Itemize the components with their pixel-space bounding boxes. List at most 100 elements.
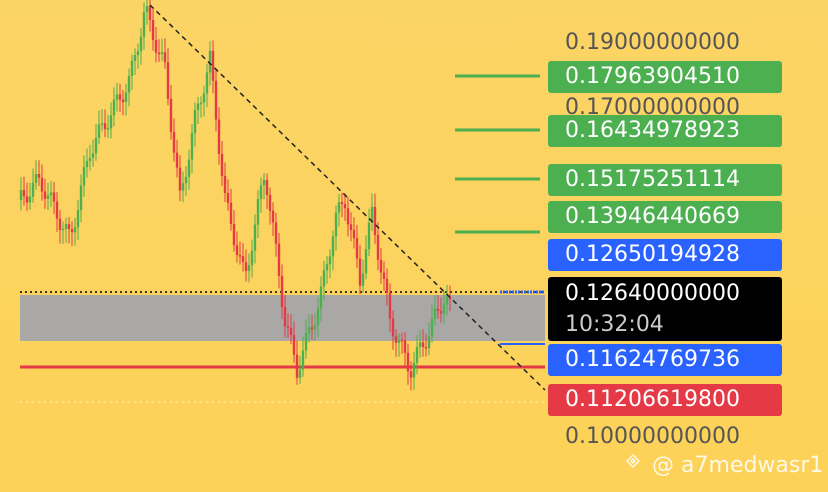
candle-body xyxy=(325,264,329,271)
candle-body xyxy=(157,52,161,55)
candle-body xyxy=(448,297,452,300)
candle-body xyxy=(127,76,131,93)
candle-body xyxy=(361,273,365,286)
candle-body xyxy=(337,202,341,213)
candle-body xyxy=(73,227,77,233)
candle-body xyxy=(445,297,449,305)
price-label: 0.11206619800 xyxy=(565,387,740,412)
candle-body xyxy=(409,371,413,378)
candle-body xyxy=(121,99,125,103)
candle-body xyxy=(436,308,440,311)
candle-body xyxy=(55,201,59,219)
candle-body xyxy=(403,340,407,353)
candle-body xyxy=(394,336,398,343)
candle-body xyxy=(103,123,107,130)
candle-body xyxy=(112,99,116,116)
candle-body xyxy=(301,350,305,370)
candle-body xyxy=(241,256,245,263)
candle-body xyxy=(160,52,164,54)
candle-body xyxy=(169,98,173,132)
candle-body xyxy=(322,270,326,287)
candle-body xyxy=(307,327,311,333)
candle-body xyxy=(76,210,80,228)
candle-body xyxy=(163,52,167,63)
candle-body xyxy=(220,153,224,176)
candle-body xyxy=(40,177,44,192)
candle-body xyxy=(34,174,38,183)
candle-body xyxy=(142,12,146,37)
candle-body xyxy=(31,182,35,197)
watermark-text: @ a7medwasr1 xyxy=(652,453,823,478)
trend-line xyxy=(149,4,546,391)
candle-body xyxy=(349,224,353,230)
candle-body xyxy=(328,256,332,265)
candle-body xyxy=(439,310,443,314)
candle-body xyxy=(109,115,113,129)
logo xyxy=(625,453,641,469)
candle-body xyxy=(88,158,92,162)
candle-body xyxy=(259,185,263,200)
candle-body xyxy=(166,62,170,99)
price-label: 0.16434978923 xyxy=(565,118,740,143)
candle-body xyxy=(58,218,62,230)
candle-body xyxy=(265,179,269,195)
candle-body xyxy=(187,159,191,177)
candle-body xyxy=(232,223,236,246)
candle-body xyxy=(340,202,344,204)
candle-body xyxy=(292,335,296,355)
candle-body xyxy=(223,175,227,194)
axis-label: 0.19000000000 xyxy=(565,30,740,55)
candle-body xyxy=(178,167,182,191)
candle-body xyxy=(106,128,110,130)
candle-body xyxy=(379,259,383,273)
candle-body xyxy=(346,208,350,225)
candle-body xyxy=(295,354,299,378)
candle-body xyxy=(430,318,434,337)
candle-body xyxy=(22,189,26,197)
candles xyxy=(19,0,452,391)
candle-body xyxy=(94,137,98,154)
candle-body xyxy=(373,206,377,235)
candle-body xyxy=(184,176,188,184)
candle-body xyxy=(139,36,143,52)
candle-body xyxy=(28,196,32,203)
candle-body xyxy=(313,325,317,330)
axis-label: 0.10000000000 xyxy=(565,424,740,449)
candle-body xyxy=(85,161,89,168)
candle-body xyxy=(400,339,404,342)
candle-body xyxy=(190,132,194,160)
candle-body xyxy=(214,80,218,120)
candle-body xyxy=(274,222,278,244)
price-label: 0.17963904510 xyxy=(565,64,740,89)
candle-body xyxy=(145,6,149,13)
candle-body xyxy=(238,255,242,257)
candle-body xyxy=(100,123,104,125)
candle-body xyxy=(406,352,410,372)
candle-body xyxy=(343,203,347,209)
time-label: 10:32:04 xyxy=(565,312,664,337)
candle-body xyxy=(205,72,209,94)
candle-body xyxy=(229,202,233,224)
candle-body xyxy=(52,192,56,202)
candle-body xyxy=(355,238,359,259)
candle-body xyxy=(370,206,374,223)
candle-body xyxy=(298,369,302,378)
label-box xyxy=(548,239,782,271)
candle-body xyxy=(319,286,323,309)
candle-body xyxy=(352,229,356,239)
candle-body xyxy=(421,342,425,348)
candle-body xyxy=(151,19,155,41)
candle-body xyxy=(316,308,320,326)
candle-body xyxy=(286,326,290,328)
candle-body xyxy=(25,196,29,203)
watermark: @ a7medwasr1 xyxy=(625,453,823,478)
candle-body xyxy=(271,210,275,223)
candle-body xyxy=(82,167,86,186)
candle-body xyxy=(235,245,239,256)
label-box xyxy=(548,164,782,196)
candle-body xyxy=(331,236,335,257)
candle-body xyxy=(388,292,392,319)
candle-body xyxy=(211,50,215,81)
candle-body xyxy=(415,347,419,363)
